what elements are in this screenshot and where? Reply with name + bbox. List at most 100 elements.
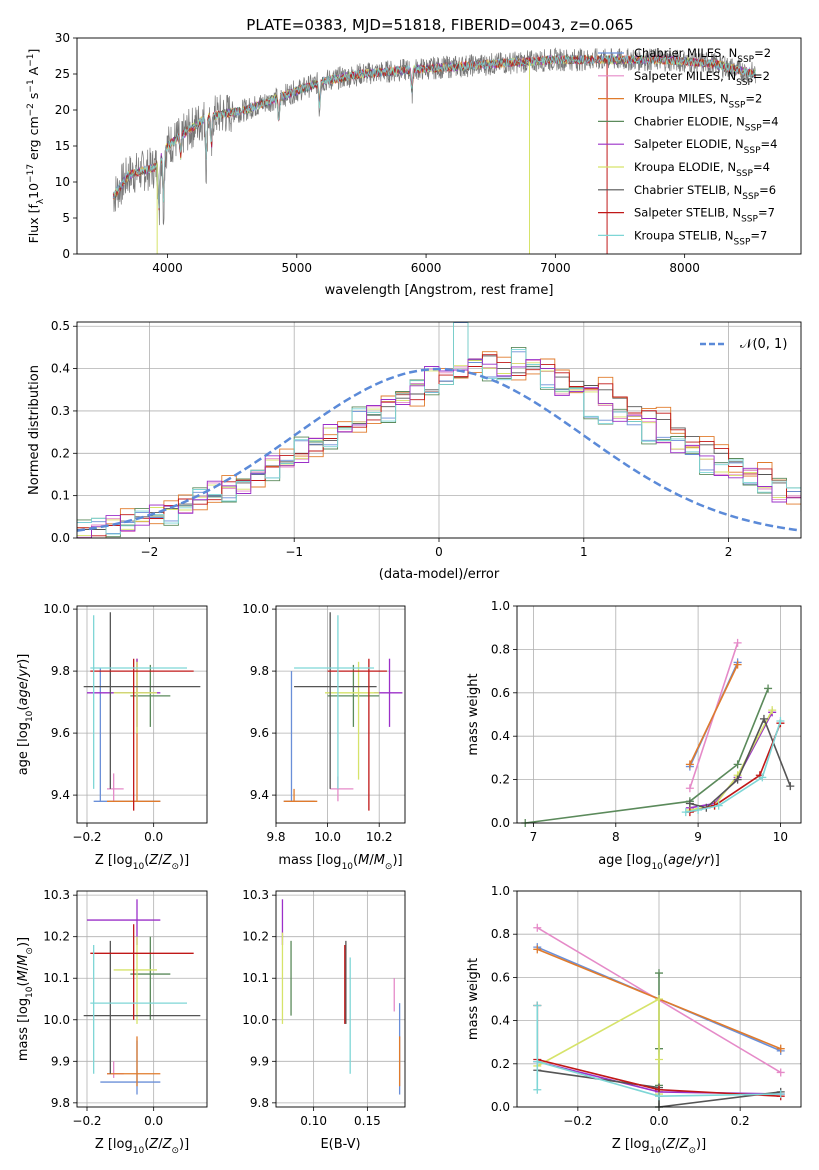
x-tick-label: 9 <box>694 830 702 844</box>
y-tick-label: 20 <box>55 103 70 117</box>
legend-label: Chabrier MILES, NSSP=2 <box>634 46 771 65</box>
axes-mass-vs-Z: −0.2 0.0 9.8 9.9 10.0 10.1 10.2 10.3 Z [log10(Z/… <box>16 888 208 1156</box>
series-marker <box>655 969 663 978</box>
series-marker <box>776 717 785 726</box>
x-axis-label: E(B-V) <box>320 1137 360 1152</box>
axes-mass-weight-vs-Z: −0.2 0.0 0.2 0.0 0.2 0.4 0.6 0.8 1.0 Z [log10(Z/Z… <box>466 884 802 1156</box>
histogram-step <box>77 322 801 535</box>
y-tick-label: 30 <box>55 31 70 45</box>
y-tick-label: 9.6 <box>51 726 70 740</box>
x-tick-label: 1 <box>580 545 588 559</box>
y-tick-label: 0.3 <box>51 404 70 418</box>
plot-frame <box>76 37 802 255</box>
y-tick-label: 0.8 <box>491 927 510 941</box>
y-tick-label: 10.3 <box>43 888 70 902</box>
series-marker <box>655 995 663 1003</box>
series-marker <box>776 1044 785 1053</box>
x-tick-label: 0.2 <box>731 1114 750 1128</box>
x-axis-label: age [log10(age/yr)] <box>598 853 720 872</box>
x-tick-label: −1 <box>285 545 303 559</box>
y-tick-label: 0.6 <box>491 970 510 984</box>
series-marker <box>714 801 723 810</box>
series-marker <box>786 782 795 791</box>
x-tick-label: 9.8 <box>266 830 285 844</box>
y-axis-label: age [log10(age/yr)] <box>16 654 35 776</box>
y-tick-label: 0.8 <box>491 642 510 656</box>
x-tick-label: 0.15 <box>354 1114 381 1128</box>
series-marker <box>685 784 694 793</box>
spectrum-model-line <box>113 54 756 209</box>
y-tick-label: 15 <box>55 139 70 153</box>
y-axis-label: Normed distribution <box>27 365 42 495</box>
y-tick-label: 0.6 <box>491 686 510 700</box>
y-axis-label: mass weight <box>466 673 481 755</box>
normal-curve <box>77 367 801 532</box>
series-marker <box>685 760 694 769</box>
series-line <box>689 664 739 765</box>
series-marker <box>733 638 742 647</box>
histogram-step <box>77 322 801 534</box>
plots-container: 4000 5000 6000 7000 8000051015202530Chabrier… <box>16 31 802 1156</box>
legend-label: 𝒩(0, 1) <box>740 337 787 352</box>
y-tick-label: 9.8 <box>51 664 70 678</box>
y-tick-label: 9.4 <box>250 788 269 802</box>
plot-frame <box>76 605 208 824</box>
legend-label: Kroupa ELODIE, NSSP=4 <box>634 160 770 179</box>
axes-mass-vs-EBV: 0.10 0.15 9.8 9.9 10.0 10.1 10.2 10.3 E(B-V) <box>242 888 406 1152</box>
x-tick-label: 10.0 <box>314 830 341 844</box>
y-tick-label: 9.8 <box>51 1096 70 1110</box>
series-marker <box>533 945 542 954</box>
y-tick-label: 10 <box>55 175 70 189</box>
x-tick-label: 8000 <box>669 261 700 275</box>
y-tick-label: 0.0 <box>491 816 510 830</box>
y-tick-label: 0.4 <box>491 729 510 743</box>
y-tick-label: 10.2 <box>242 930 269 944</box>
y-axis-label: mass [log10(M/M⊙)] <box>16 937 35 1061</box>
y-tick-label: 10.3 <box>242 888 269 902</box>
y-tick-label: 0.0 <box>491 1100 510 1114</box>
legend-label: Kroupa MILES, NSSP=2 <box>634 92 762 111</box>
y-tick-label: 1.0 <box>491 599 510 613</box>
y-tick-label: 0.2 <box>491 1057 510 1071</box>
y-tick-label: 10.0 <box>43 1013 70 1027</box>
series-marker <box>776 1090 785 1099</box>
series-marker <box>768 706 777 715</box>
series-marker <box>694 805 703 814</box>
series-marker <box>681 808 690 817</box>
axes-residual-histogram: −2 −1 0 1 2 0.0 0.1 0.2 0.3 0.4 0.5 𝒩(0, 1) (data-mo… <box>27 319 802 582</box>
legend-label: Salpeter STELIB, NSSP=7 <box>634 206 775 225</box>
series-marker <box>533 1001 542 1010</box>
plot-frame <box>516 605 802 824</box>
series-marker <box>733 660 742 669</box>
y-tick-label: 0.2 <box>51 446 70 460</box>
figure-title: PLATE=0383, MJD=51818, FIBERID=0043, z=0… <box>246 16 633 34</box>
y-tick-label: 1.0 <box>491 884 510 898</box>
y-tick-label: 10.0 <box>242 602 269 616</box>
series-marker <box>733 760 742 769</box>
series-marker <box>733 775 742 784</box>
x-tick-label: −0.2 <box>563 1114 592 1128</box>
series-marker <box>758 773 767 782</box>
y-tick-label: 0.5 <box>51 319 70 333</box>
x-tick-label: 8 <box>612 830 620 844</box>
x-tick-label: 0 <box>435 545 443 559</box>
y-tick-label: 9.8 <box>250 664 269 678</box>
y-tick-label: 10.0 <box>242 1013 269 1027</box>
y-tick-label: 5 <box>62 211 70 225</box>
x-tick-label: 2 <box>725 545 733 559</box>
x-tick-label: 7000 <box>540 261 571 275</box>
x-tick-label: 0.10 <box>300 1114 327 1128</box>
plot-frame <box>76 321 802 539</box>
x-axis-label: wavelength [Angstrom, rest frame] <box>325 283 554 298</box>
axes-spectrum: 4000 5000 6000 7000 8000 0 5 10 15 20 25 30 Chabrier… <box>26 31 802 298</box>
axes-mass-weight-vs-age: 7 8 9 10 0.0 0.2 0.4 0.6 0.8 1.0 age [log10(age/yr… <box>466 599 802 872</box>
y-tick-label: 0.0 <box>51 531 70 545</box>
legend-label: Chabrier ELODIE, NSSP=4 <box>634 114 779 133</box>
legend-label: Salpeter MILES, NSSP=2 <box>634 69 770 88</box>
series-line <box>536 997 660 1094</box>
x-tick-label: 10.2 <box>366 830 393 844</box>
x-tick-label: −0.2 <box>72 830 101 844</box>
legend-label: Salpeter ELODIE, NSSP=4 <box>634 137 777 156</box>
x-tick-label: 4000 <box>152 261 183 275</box>
